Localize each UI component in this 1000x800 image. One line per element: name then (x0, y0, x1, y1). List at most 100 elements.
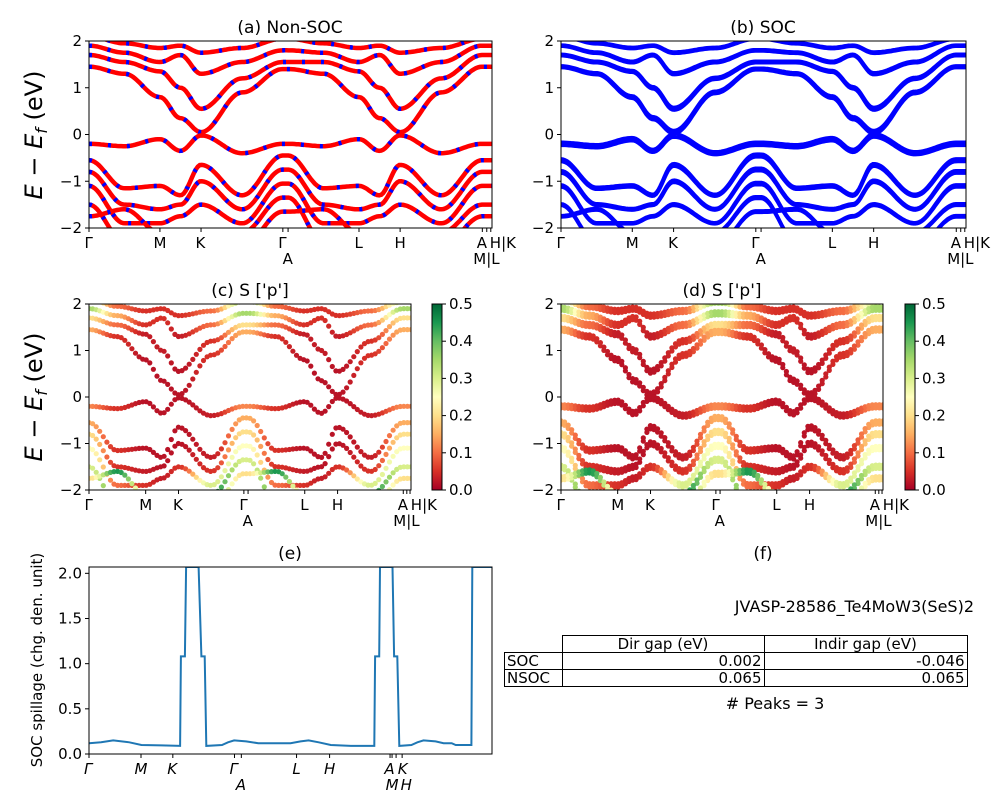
band-point (283, 482, 289, 488)
band-point (798, 321, 804, 327)
band-point (344, 429, 350, 436)
band-point (798, 382, 804, 388)
band-point (100, 448, 106, 454)
band-point (161, 348, 167, 354)
band-point (762, 481, 768, 487)
band-point (616, 491, 621, 496)
band-point (161, 410, 167, 416)
band-point (562, 295, 567, 300)
band-point (762, 347, 768, 353)
band-point (794, 316, 800, 322)
band-point (212, 491, 217, 496)
band-point (222, 332, 228, 338)
band-point (247, 415, 253, 421)
band-point (211, 468, 217, 474)
ylabel-unit: (eV) (20, 71, 48, 129)
band-point (683, 466, 689, 472)
x-tick-label: A (383, 760, 394, 778)
band-point (211, 482, 217, 488)
band-point (637, 514, 642, 519)
band-point (358, 344, 364, 350)
band-point (197, 509, 202, 514)
x-tick-label: L (355, 234, 364, 252)
band-point (873, 297, 878, 302)
band-point (308, 505, 313, 510)
band-point (408, 327, 411, 333)
band-point (229, 467, 235, 473)
band-point (215, 503, 220, 508)
band-point (752, 503, 757, 508)
band-point (791, 509, 796, 514)
band-point (293, 487, 300, 490)
band-point (784, 506, 789, 511)
band-point (662, 374, 668, 380)
band-point (876, 430, 883, 436)
band-point (329, 446, 335, 452)
band-point (215, 350, 221, 356)
y-tick-label: 1 (544, 79, 554, 97)
band-point (655, 386, 661, 392)
band-point (866, 433, 872, 439)
band-point (677, 508, 682, 513)
band-point (401, 420, 407, 426)
band-point (594, 481, 600, 487)
band-point (225, 473, 232, 479)
band-point (590, 468, 596, 474)
band-point (780, 496, 785, 501)
panel-d-title: (d) S ['p'] (682, 281, 761, 301)
band-point (673, 494, 678, 499)
y-tick-label: 0 (544, 388, 554, 406)
band-point (723, 445, 729, 451)
band-point (594, 336, 600, 342)
band-point (848, 475, 854, 481)
band-point (319, 511, 324, 516)
band-point (240, 403, 246, 409)
band-point (880, 430, 883, 436)
band-point (276, 501, 281, 506)
band-point (648, 514, 653, 519)
band-point (830, 491, 835, 496)
band-point (851, 443, 858, 449)
band-point (347, 401, 353, 407)
band-point (783, 340, 790, 346)
band-point (855, 464, 861, 470)
band-point (351, 454, 357, 460)
band-point (608, 481, 614, 487)
band-point (98, 304, 101, 305)
band-point (819, 399, 825, 405)
band-point (655, 495, 660, 500)
band-point (312, 504, 317, 509)
band-point (323, 501, 328, 506)
y-tick-label: 0.0 (58, 745, 82, 763)
band-point (225, 487, 232, 490)
band-point (187, 513, 192, 518)
band-point (604, 348, 611, 355)
band-point (741, 497, 746, 502)
band-point (690, 444, 697, 450)
y-tick-label: 2 (72, 32, 82, 50)
band-point (823, 371, 829, 377)
band-point (659, 515, 664, 520)
band-point (876, 313, 883, 319)
band-point (758, 342, 765, 348)
band-point (361, 355, 368, 361)
band-point (183, 387, 189, 393)
band-point (390, 482, 396, 488)
band-point (390, 332, 396, 338)
band-point (666, 492, 671, 497)
band-point (851, 482, 858, 488)
band-point (330, 514, 335, 519)
colorbar-c (431, 303, 443, 491)
band-point (233, 421, 239, 427)
band-point (697, 445, 704, 451)
band-point (838, 505, 843, 510)
band-point (147, 334, 153, 340)
band-point (390, 304, 396, 307)
band-point (147, 446, 153, 453)
band-point (870, 298, 875, 303)
band-point (733, 482, 739, 488)
band-line (561, 180, 966, 225)
band-point (640, 324, 646, 330)
band-point (759, 505, 764, 510)
